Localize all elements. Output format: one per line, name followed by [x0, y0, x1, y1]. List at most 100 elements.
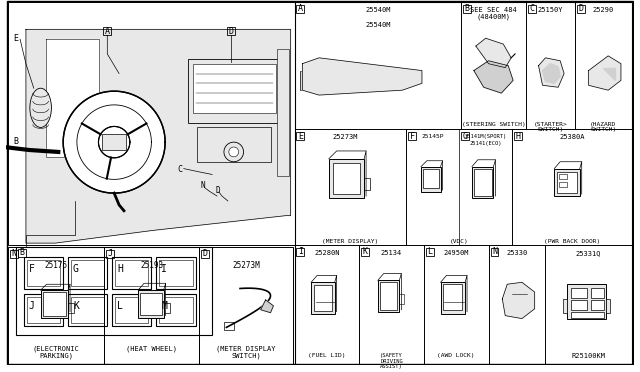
- Bar: [591, 288, 604, 298]
- Bar: [188, 59, 281, 122]
- Bar: [364, 179, 370, 190]
- Bar: [577, 5, 585, 13]
- Text: L: L: [117, 301, 123, 311]
- Bar: [71, 297, 104, 324]
- Bar: [159, 297, 193, 324]
- Bar: [559, 182, 567, 187]
- Text: 25280N: 25280N: [314, 250, 340, 256]
- Bar: [40, 290, 68, 318]
- Bar: [8, 2, 294, 245]
- Text: (SAFETY
DRIVING
ASSIST): (SAFETY DRIVING ASSIST): [380, 353, 403, 369]
- Bar: [43, 292, 66, 315]
- Bar: [71, 260, 104, 286]
- Bar: [27, 297, 60, 324]
- Text: 25331Q: 25331Q: [576, 250, 602, 256]
- Bar: [68, 294, 108, 326]
- Bar: [296, 132, 304, 140]
- Text: I: I: [298, 247, 303, 256]
- Bar: [140, 293, 162, 315]
- Bar: [333, 71, 346, 80]
- Text: 25134: 25134: [381, 250, 402, 256]
- Text: K: K: [363, 247, 367, 256]
- Text: B: B: [19, 248, 24, 257]
- Text: H: H: [515, 132, 520, 141]
- Bar: [159, 260, 193, 286]
- Bar: [461, 132, 469, 140]
- Text: D: D: [578, 4, 583, 13]
- Text: B: B: [465, 4, 470, 13]
- Text: I: I: [161, 264, 167, 274]
- Bar: [202, 250, 209, 258]
- Text: D: D: [203, 249, 208, 259]
- Polygon shape: [543, 64, 560, 83]
- Polygon shape: [539, 58, 564, 87]
- Text: H: H: [117, 264, 123, 274]
- Bar: [571, 288, 587, 298]
- Text: D: D: [228, 27, 234, 36]
- Bar: [399, 294, 404, 304]
- Text: 25290: 25290: [593, 7, 614, 13]
- Bar: [156, 257, 195, 289]
- Text: F: F: [29, 264, 35, 274]
- Bar: [18, 249, 26, 257]
- Bar: [314, 285, 332, 311]
- Bar: [528, 5, 536, 13]
- Bar: [333, 163, 360, 194]
- Bar: [24, 257, 63, 289]
- Text: 25193: 25193: [140, 261, 163, 270]
- Ellipse shape: [30, 88, 51, 128]
- Bar: [563, 299, 567, 313]
- Bar: [106, 250, 114, 258]
- Bar: [225, 323, 234, 330]
- Polygon shape: [26, 29, 291, 243]
- Text: 25540M: 25540M: [365, 7, 390, 13]
- Bar: [567, 284, 606, 318]
- Bar: [294, 2, 632, 365]
- Text: R25100KM: R25100KM: [572, 353, 605, 359]
- Bar: [463, 5, 471, 13]
- Bar: [104, 28, 111, 35]
- Bar: [557, 171, 577, 193]
- Bar: [296, 248, 304, 256]
- Text: (ELECTRONIC
PARKING): (ELECTRONIC PARKING): [33, 345, 80, 359]
- Text: 25145P: 25145P: [422, 134, 444, 139]
- Text: 25273M: 25273M: [333, 134, 358, 140]
- Text: 25141M(SPORT): 25141M(SPORT): [465, 134, 507, 139]
- Bar: [426, 248, 434, 256]
- Text: M: M: [161, 301, 167, 311]
- Text: 25330: 25330: [506, 250, 527, 256]
- Text: (METER DISPLAY): (METER DISPLAY): [323, 239, 378, 244]
- Text: A: A: [105, 27, 110, 36]
- Text: 25175: 25175: [45, 261, 68, 270]
- Text: K: K: [73, 301, 79, 311]
- Bar: [383, 71, 394, 80]
- Bar: [227, 28, 235, 35]
- Bar: [361, 248, 369, 256]
- Text: J: J: [108, 249, 113, 259]
- Circle shape: [63, 91, 165, 193]
- Text: (AWD LOCK): (AWD LOCK): [438, 353, 475, 358]
- Text: (METER DISPLAY
SWITCH): (METER DISPLAY SWITCH): [216, 345, 276, 359]
- Bar: [440, 282, 465, 314]
- Polygon shape: [302, 58, 422, 95]
- Polygon shape: [589, 56, 621, 90]
- Text: J: J: [29, 301, 35, 311]
- Bar: [138, 290, 164, 318]
- Text: 25141(ECO): 25141(ECO): [469, 141, 502, 146]
- Bar: [200, 247, 292, 365]
- Bar: [104, 247, 200, 365]
- Bar: [16, 247, 212, 335]
- Bar: [472, 167, 493, 198]
- Text: 25540M: 25540M: [365, 22, 390, 28]
- Text: (FUEL LID): (FUEL LID): [308, 353, 346, 358]
- Bar: [442, 284, 462, 310]
- Text: N: N: [492, 247, 497, 256]
- Text: (HAZARD
SWITCH): (HAZARD SWITCH): [590, 122, 616, 132]
- Polygon shape: [474, 61, 513, 93]
- Bar: [198, 128, 271, 162]
- Text: (STEERING SWITCH): (STEERING SWITCH): [461, 122, 525, 126]
- Bar: [571, 312, 604, 318]
- Text: 25273M: 25273M: [232, 261, 260, 270]
- Bar: [423, 169, 438, 188]
- Bar: [300, 71, 308, 90]
